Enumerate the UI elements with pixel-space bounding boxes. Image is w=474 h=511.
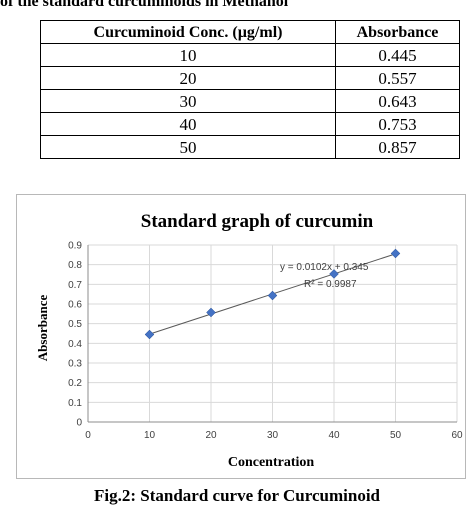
- cell-absorbance: 0.857: [335, 135, 460, 159]
- cell-absorbance: 0.445: [335, 43, 460, 67]
- x-axis-label: Concentration: [228, 455, 315, 470]
- data-table: Curcuminoid Conc. (µg/ml) Absorbance 10 …: [40, 20, 460, 159]
- point-layer: [144, 248, 401, 340]
- cell-concentration: 40: [40, 112, 336, 136]
- cell-concentration: 10: [40, 43, 336, 67]
- y-tick-label: 0.3: [68, 359, 82, 370]
- grid-layer: [88, 244, 458, 422]
- y-axis-label: Absorbance: [35, 295, 50, 362]
- x-tick-label: 50: [390, 430, 402, 441]
- cell-concentration: 20: [40, 66, 336, 90]
- figure-caption: Fig.2: Standard curve for Curcuminoid: [93, 486, 381, 505]
- x-tick-label: 40: [328, 430, 340, 441]
- cell-absorbance: 0.557: [335, 66, 460, 90]
- y-tick-label: 0: [76, 418, 82, 429]
- data-point: [390, 248, 401, 259]
- table-row: 30 0.643: [40, 89, 460, 113]
- y-tick-label: 0.1: [68, 398, 82, 409]
- x-tick-label: 20: [205, 430, 217, 441]
- table-caption: of the standard curcuminoids in Methanol: [0, 0, 289, 10]
- y-tick-label: 0.7: [68, 280, 82, 291]
- y-tick-label: 0.9: [68, 241, 82, 252]
- chart-frame: 0 0.1 0.2 0.3 0.4 0.5 0.6 0.7 0.8 0.9 0 10 20 30 40 50 6…: [16, 194, 466, 479]
- chart-title: Standard graph of curcumin: [141, 211, 374, 232]
- cell-absorbance: 0.753: [335, 112, 460, 136]
- y-tick-label: 0.2: [68, 378, 82, 389]
- table-row: 20 0.557: [40, 66, 460, 90]
- table-row: 10 0.445: [40, 43, 460, 67]
- y-tick-label: 0.4: [68, 339, 82, 350]
- trendline-equation: y = 0.0102x + 0.345: [280, 262, 369, 273]
- trendline-r-squared: R² = 0.9987: [304, 279, 357, 290]
- x-tick-label: 30: [267, 430, 279, 441]
- y-tick-label: 0.6: [68, 300, 82, 311]
- table-header-row: Curcuminoid Conc. (µg/ml) Absorbance: [40, 20, 460, 44]
- cell-absorbance: 0.643: [335, 89, 460, 113]
- cell-concentration: 30: [40, 89, 336, 113]
- y-tick-label: 0.8: [68, 260, 82, 271]
- x-tick-label: 10: [144, 430, 156, 441]
- y-tick-label: 0.5: [68, 319, 82, 330]
- header-absorbance: Absorbance: [335, 20, 460, 44]
- cell-concentration: 50: [40, 135, 336, 159]
- standard-curve-chart: 0 0.1 0.2 0.3 0.4 0.5 0.6 0.7 0.8 0.9 0 10 20 30 40 50 6…: [35, 211, 463, 470]
- axis-layer: 0 0.1 0.2 0.3 0.4 0.5 0.6 0.7 0.8 0.9 0 10 20 30 40 50 6…: [68, 241, 463, 442]
- table-row: 40 0.753: [40, 112, 460, 136]
- x-tick-label: 60: [451, 430, 463, 441]
- table-row: 50 0.857: [40, 135, 460, 159]
- data-point: [329, 269, 339, 279]
- data-point: [206, 307, 216, 318]
- header-concentration: Curcuminoid Conc. (µg/ml): [40, 20, 336, 44]
- x-tick-label: 0: [85, 430, 91, 441]
- data-point: [144, 329, 155, 340]
- data-point: [267, 290, 278, 301]
